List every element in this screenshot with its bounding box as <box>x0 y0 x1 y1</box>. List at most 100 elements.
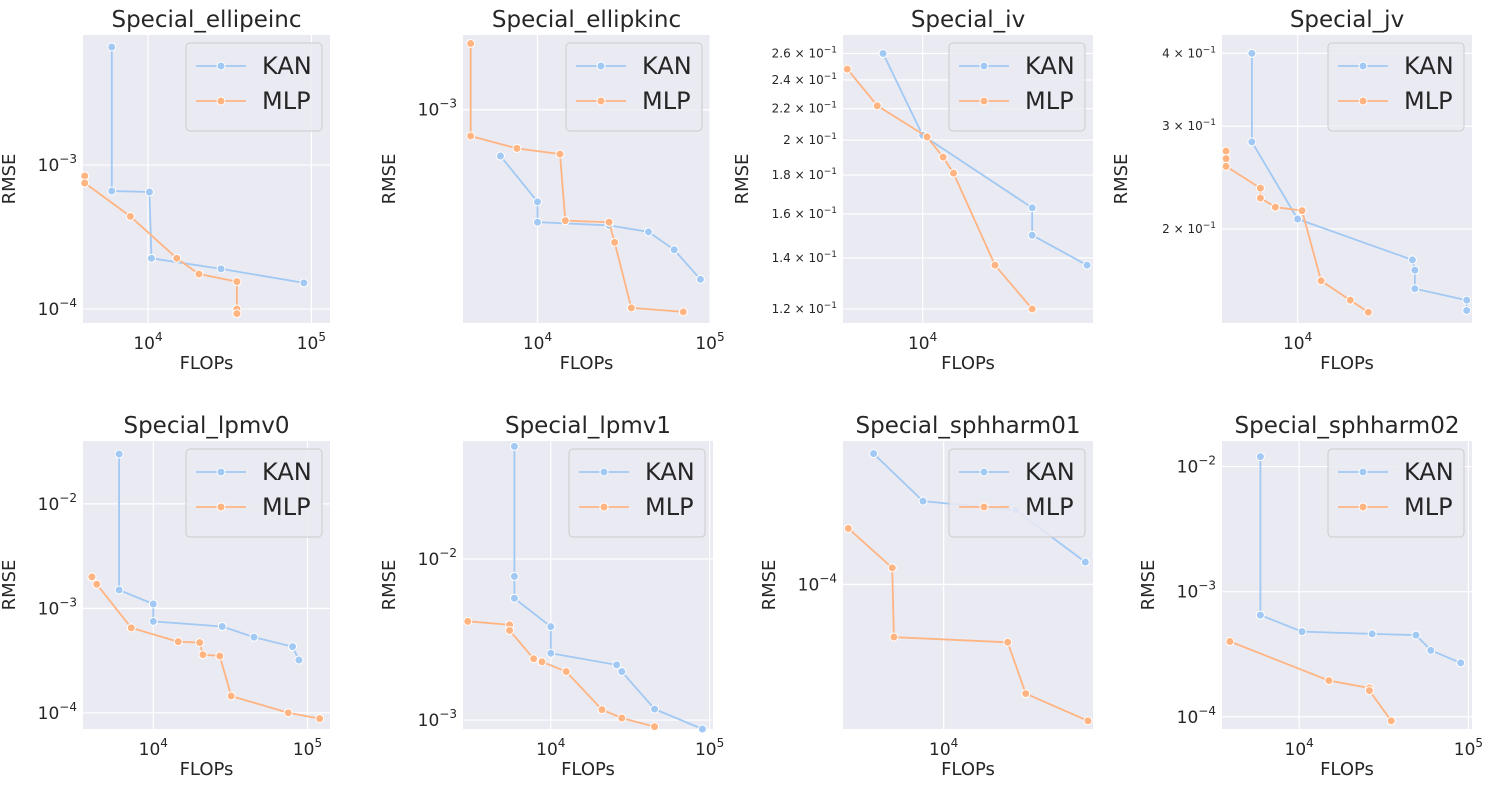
y-tick-label: 10−4 <box>798 571 837 595</box>
y-tick-label: 10−4 <box>38 296 77 320</box>
x-tick-label-base: 10 <box>523 334 545 354</box>
y-axis-label: RMSE <box>0 560 20 611</box>
x-tick-label-exp: 4 <box>155 330 163 344</box>
y-tick-label-exp: −1 <box>1203 221 1216 231</box>
legend-label-mlp: MLP <box>642 87 691 115</box>
data-point-mlp <box>173 637 183 647</box>
legend-label-mlp: MLP <box>1025 87 1074 115</box>
y-tick-label-exp: −1 <box>824 250 837 260</box>
chart-title: Special_ellipkinc <box>492 7 681 33</box>
legend: KAN MLP <box>948 42 1086 132</box>
y-tick-label-exp: −4 <box>59 296 77 310</box>
data-point-mlp <box>1221 154 1231 164</box>
legend: KAN MLP <box>568 448 706 538</box>
y-tick-label: 10−3 <box>38 595 77 619</box>
x-tick-label: 104 <box>1285 736 1314 760</box>
data-point-mlp <box>92 579 102 589</box>
y-tick-label-base: 1.6 × 10 <box>772 207 824 221</box>
data-point-kan <box>669 245 679 255</box>
data-point-mlp <box>949 168 959 178</box>
y-tick-label: 4 × 10−1 <box>1162 45 1216 60</box>
data-point-mlp <box>87 572 97 582</box>
data-point-kan <box>546 648 556 658</box>
y-tick-label-exp: −1 <box>824 301 837 311</box>
data-point-mlp <box>215 651 225 661</box>
data-point-kan <box>1410 284 1420 294</box>
data-point-kan <box>216 264 226 274</box>
data-point-mlp <box>232 309 242 319</box>
legend-label-mlp: MLP <box>262 493 311 521</box>
data-point-kan <box>249 632 259 642</box>
data-point-mlp <box>617 713 627 723</box>
x-tick-label-base: 10 <box>139 740 161 760</box>
y-axis-label: RMSE <box>732 154 753 205</box>
data-point-mlp <box>315 714 325 724</box>
data-point-kan <box>546 622 556 632</box>
x-tick-label-base: 10 <box>1454 740 1476 760</box>
data-point-mlp <box>922 132 932 142</box>
data-point-kan <box>288 642 298 652</box>
data-point-mlp <box>555 149 565 159</box>
data-point-mlp <box>1386 716 1396 726</box>
x-axis-label: FLOPs <box>180 353 234 374</box>
data-point-kan <box>1027 230 1037 240</box>
data-point-mlp <box>1221 146 1231 156</box>
y-tick-label-base: 10 <box>38 156 60 176</box>
x-tick-label: 105 <box>695 330 724 354</box>
y-tick-label-base: 10 <box>38 599 60 619</box>
chart-title: Special_lpmv1 <box>505 413 671 439</box>
legend: KAN MLP <box>185 42 323 132</box>
y-tick-label-exp: −1 <box>824 72 837 82</box>
y-tick-label-base: 10 <box>38 495 60 515</box>
data-point-kan <box>148 616 158 626</box>
chart-panel-5: 104 10510−410−310−2Special_lpmv0FLOPsRMSE… <box>0 413 330 780</box>
y-tick-label-base: 4 × 10 <box>1162 46 1203 60</box>
legend-marker-mlp <box>979 96 989 106</box>
x-tick-label: 104 <box>523 330 552 354</box>
data-point-kan <box>509 441 519 451</box>
data-point-kan <box>1255 610 1265 620</box>
x-tick-label: 105 <box>695 736 724 760</box>
legend-marker-kan <box>979 467 989 477</box>
x-tick-label-base: 10 <box>133 334 155 354</box>
y-tick-label: 2 × 10−1 <box>783 132 837 147</box>
x-tick-label-exp: 5 <box>717 736 725 750</box>
data-point-kan <box>146 253 156 263</box>
y-axis-label: RMSE <box>1138 560 1159 611</box>
data-point-mlp <box>1270 202 1280 212</box>
data-point-mlp <box>466 39 476 49</box>
y-tick-label-exp: −1 <box>1203 118 1216 128</box>
data-point-mlp <box>561 667 571 677</box>
y-tick-label: 1.4 × 10−1 <box>772 250 837 265</box>
x-axis-label: FLOPs <box>1320 759 1374 780</box>
y-tick-label-base: 1.4 × 10 <box>772 251 824 265</box>
data-point-mlp <box>126 623 136 633</box>
y-tick-label-base: 2.6 × 10 <box>772 47 824 61</box>
x-tick-label-base: 10 <box>293 740 315 760</box>
data-point-kan <box>1411 630 1421 640</box>
x-axis-label: FLOPs <box>941 759 995 780</box>
data-point-mlp <box>889 632 899 642</box>
y-tick-label-exp: −2 <box>1198 454 1216 468</box>
y-tick-label-base: 2.4 × 10 <box>772 73 824 87</box>
y-axis-label: RMSE <box>379 154 400 205</box>
legend-marker-mlp <box>1358 96 1368 106</box>
data-point-mlp <box>1255 183 1265 193</box>
x-tick-label-base: 10 <box>695 740 717 760</box>
y-tick-label-exp: −4 <box>819 571 837 585</box>
data-point-mlp <box>537 657 547 667</box>
data-point-mlp <box>198 650 208 660</box>
legend-label-kan: KAN <box>1025 52 1075 80</box>
y-tick-label-exp: −4 <box>59 700 77 714</box>
data-point-mlp <box>1324 676 1334 686</box>
x-axis-label: FLOPs <box>1320 353 1374 374</box>
data-point-kan <box>495 151 505 161</box>
y-tick-label-base: 10 <box>1177 458 1199 478</box>
data-point-mlp <box>195 638 205 648</box>
data-point-mlp <box>887 563 897 573</box>
series-line-mlp <box>83 175 238 314</box>
y-tick-label-exp: −1 <box>824 101 837 111</box>
data-point-kan <box>695 274 705 284</box>
x-tick-label: 105 <box>293 736 322 760</box>
y-tick-label-exp: −3 <box>439 707 457 721</box>
